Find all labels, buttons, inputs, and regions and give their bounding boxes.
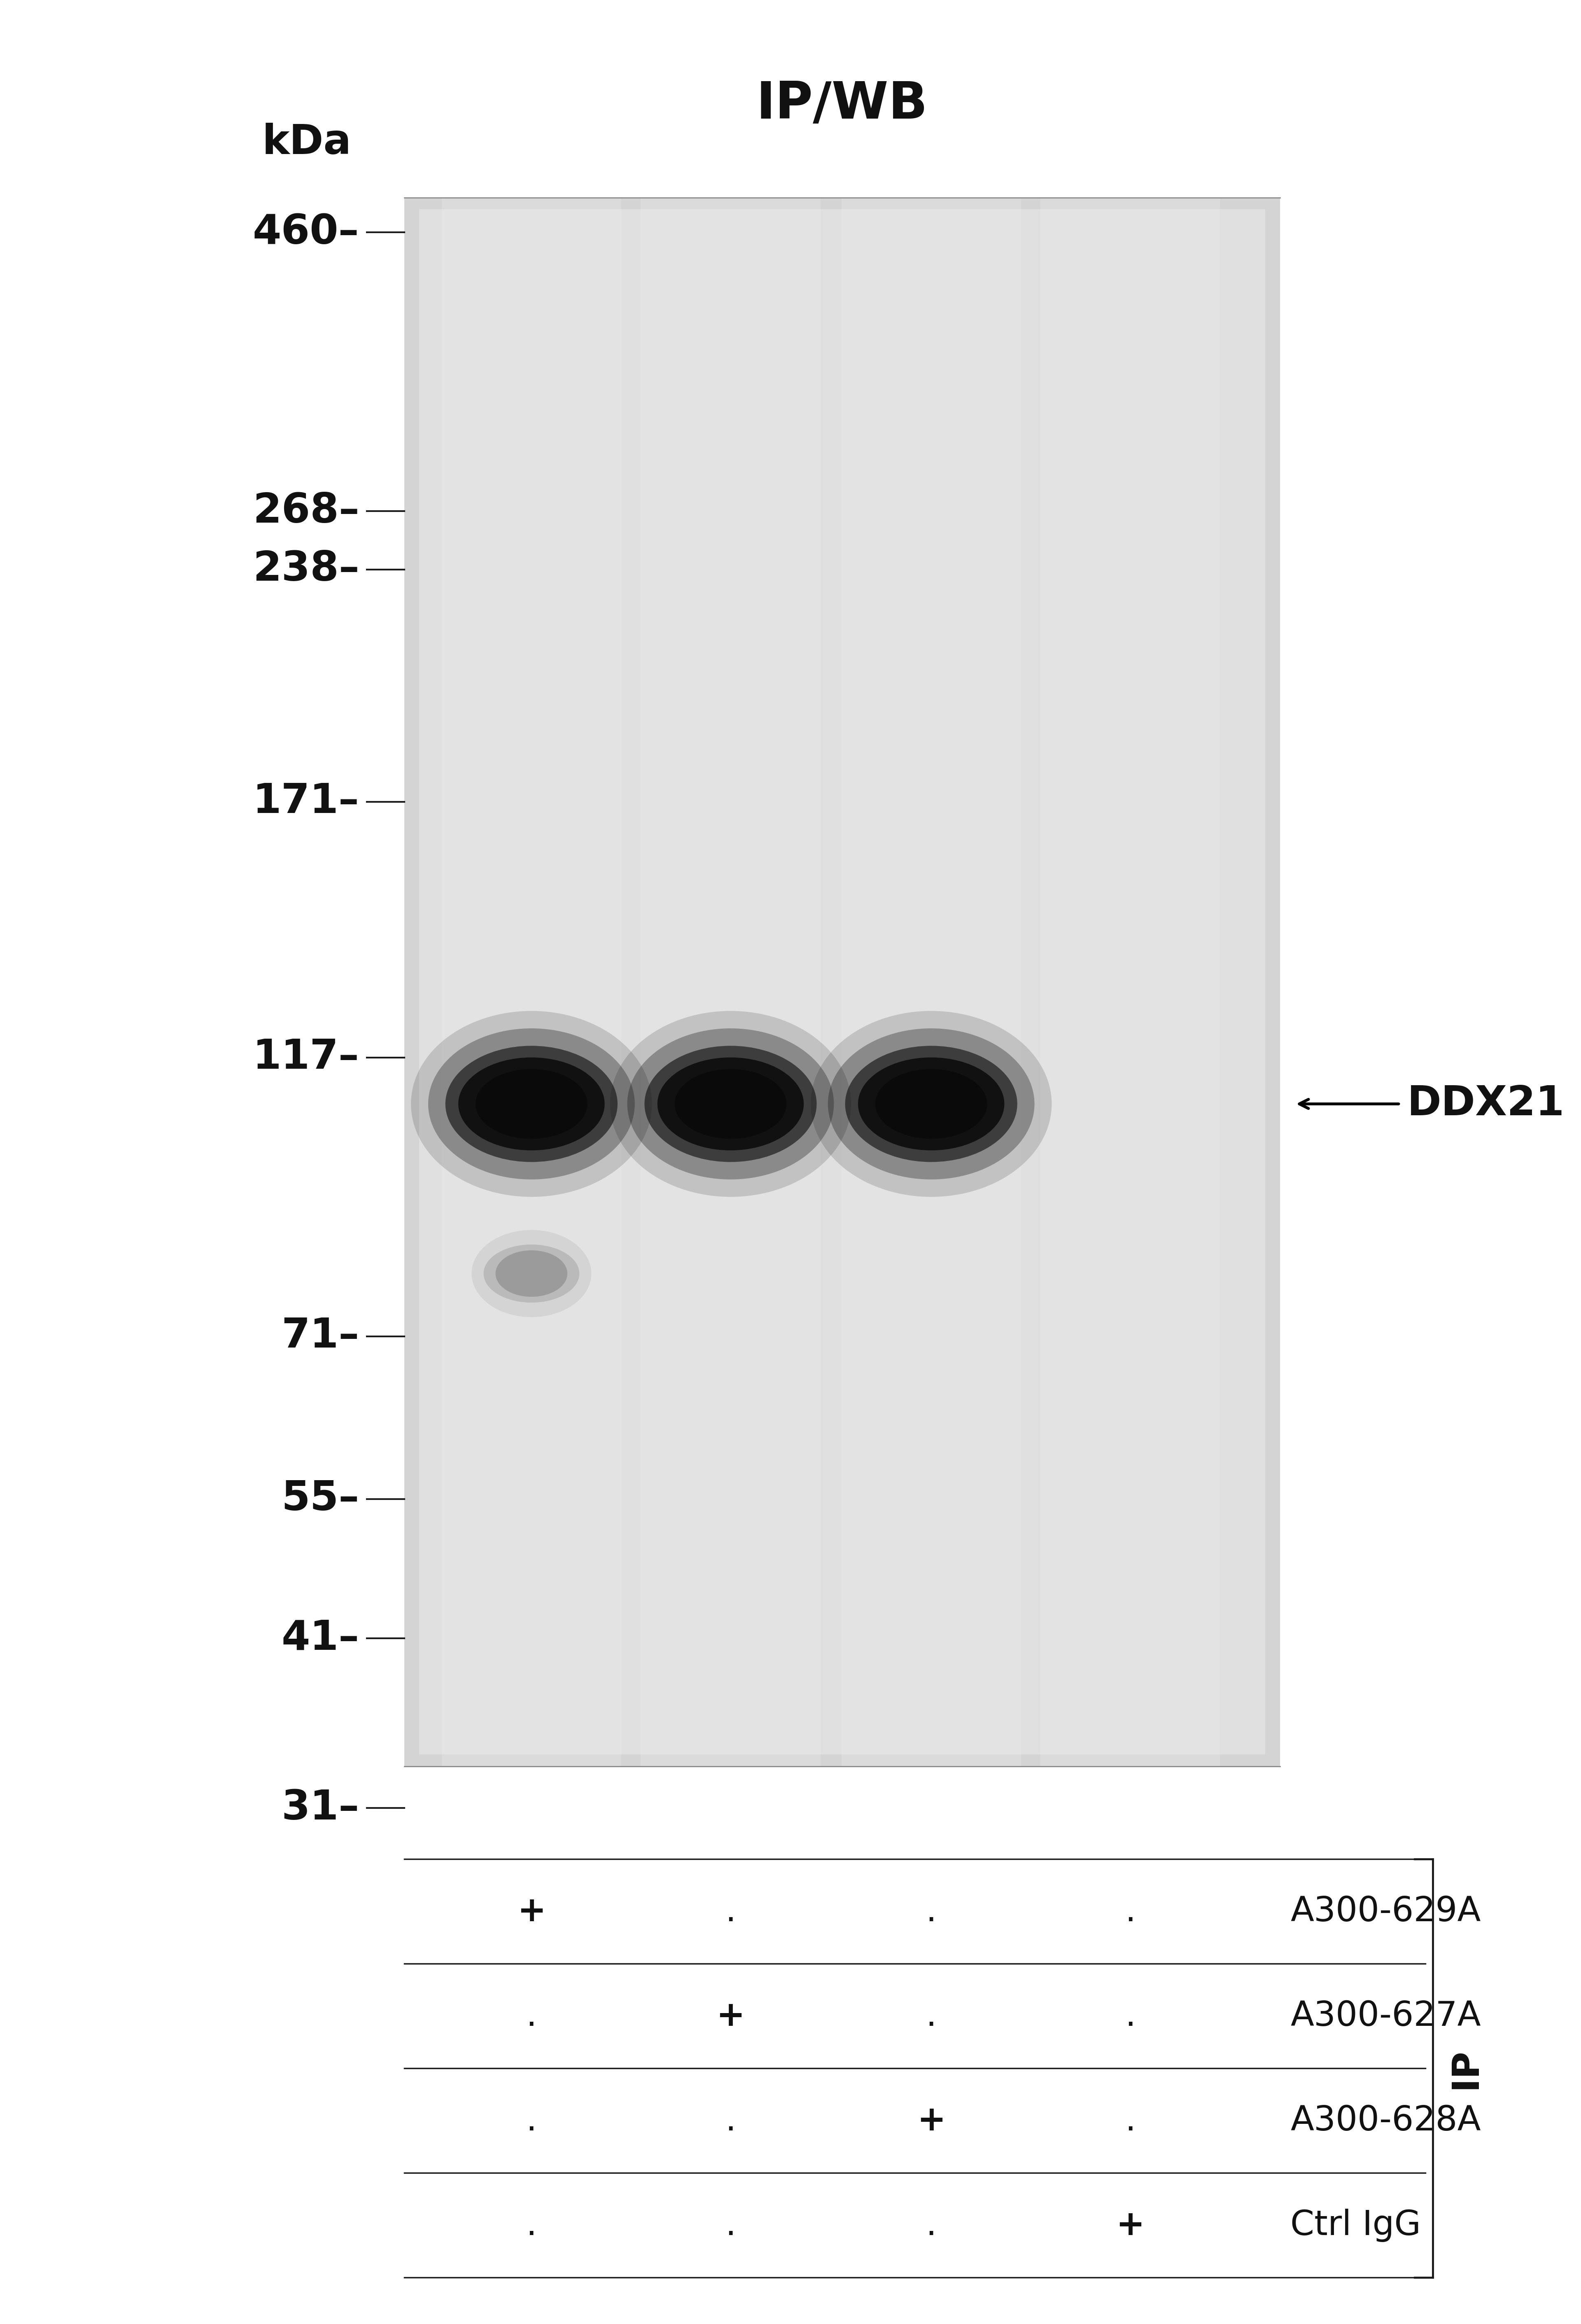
Text: IP/WB: IP/WB: [756, 79, 928, 130]
Ellipse shape: [428, 1027, 634, 1178]
Text: .: .: [926, 2208, 936, 2243]
Text: 41–: 41–: [281, 1618, 359, 1659]
Text: 268–: 268–: [253, 490, 359, 532]
Ellipse shape: [495, 1250, 568, 1297]
Ellipse shape: [476, 1069, 588, 1139]
Ellipse shape: [811, 1011, 1051, 1197]
Text: .: .: [1124, 2103, 1135, 2138]
Ellipse shape: [846, 1046, 1017, 1162]
Text: .: .: [726, 2208, 737, 2243]
Text: .: .: [726, 1894, 737, 1929]
Ellipse shape: [446, 1046, 618, 1162]
Text: .: .: [526, 2208, 538, 2243]
Bar: [419, 209, 1265, 1755]
Ellipse shape: [610, 1011, 851, 1197]
Ellipse shape: [645, 1046, 817, 1162]
Text: DDX21: DDX21: [1407, 1083, 1565, 1125]
Text: .: .: [726, 2103, 737, 2138]
Ellipse shape: [876, 1069, 987, 1139]
Bar: [405, 198, 1281, 1766]
Bar: [640, 198, 821, 1766]
Ellipse shape: [858, 1057, 1004, 1150]
Text: A300-628A: A300-628A: [1290, 2103, 1481, 2138]
Ellipse shape: [471, 1229, 591, 1318]
Ellipse shape: [828, 1027, 1034, 1178]
Text: .: .: [926, 1894, 936, 1929]
Text: +: +: [716, 1999, 745, 2034]
Ellipse shape: [675, 1069, 786, 1139]
Bar: [1040, 198, 1221, 1766]
Ellipse shape: [484, 1246, 579, 1301]
Text: 238–: 238–: [253, 548, 359, 590]
Text: A300-629A: A300-629A: [1290, 1894, 1481, 1929]
Text: 460–: 460–: [253, 211, 359, 253]
Text: .: .: [1124, 1894, 1135, 1929]
Text: .: .: [926, 1999, 936, 2034]
Ellipse shape: [458, 1057, 604, 1150]
Text: kDa: kDa: [262, 123, 351, 163]
Text: IP: IP: [1448, 2047, 1483, 2089]
Text: +: +: [517, 1894, 545, 1929]
Text: 117–: 117–: [253, 1037, 359, 1078]
Ellipse shape: [658, 1057, 803, 1150]
Text: .: .: [526, 2103, 538, 2138]
Ellipse shape: [411, 1011, 651, 1197]
Ellipse shape: [628, 1027, 833, 1178]
Text: .: .: [526, 1999, 538, 2034]
Bar: [441, 198, 621, 1766]
Bar: [841, 198, 1021, 1766]
Text: 171–: 171–: [253, 781, 359, 823]
Text: .: .: [1124, 1999, 1135, 2034]
Text: 55–: 55–: [281, 1478, 359, 1520]
Text: 71–: 71–: [281, 1315, 359, 1357]
Text: +: +: [1116, 2208, 1145, 2243]
Text: A300-627A: A300-627A: [1290, 1999, 1481, 2034]
Text: 31–: 31–: [281, 1787, 359, 1829]
Text: Ctrl IgG: Ctrl IgG: [1290, 2208, 1421, 2243]
Text: +: +: [917, 2103, 945, 2138]
